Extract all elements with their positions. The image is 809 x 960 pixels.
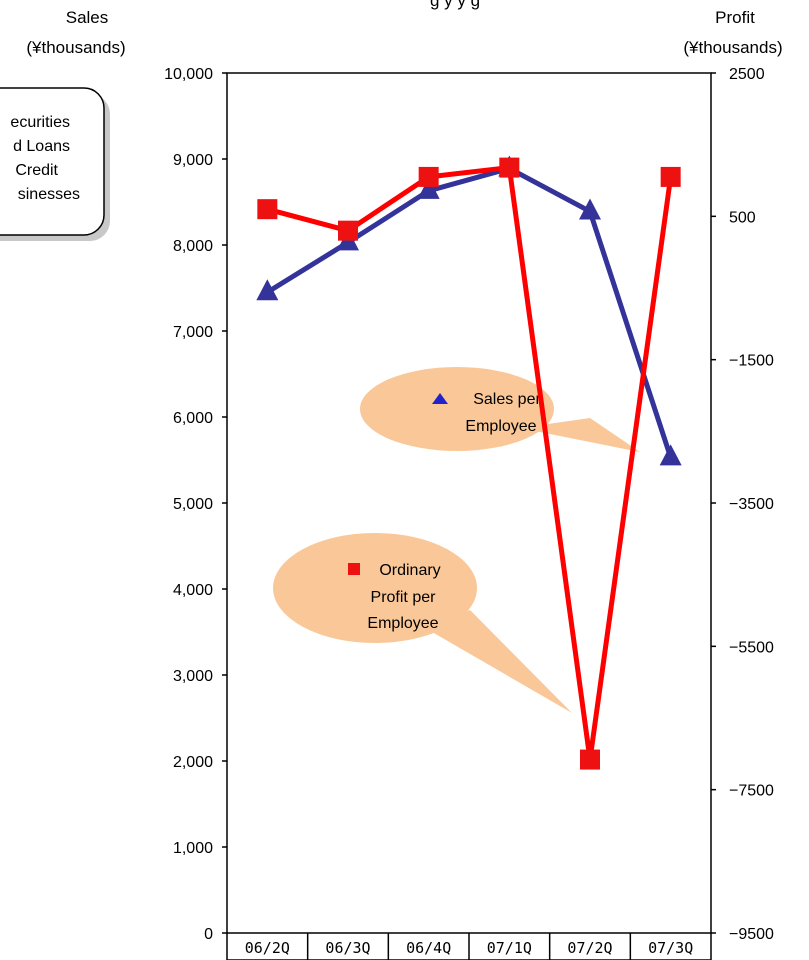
left-tick-label: 7,000 [173, 324, 213, 341]
left-tick-label: 8,000 [173, 238, 213, 255]
right-tick-label: −9500 [729, 926, 774, 943]
profit-point [338, 220, 358, 241]
note-line-3: Credit [15, 162, 58, 179]
square-marker-icon [348, 563, 360, 575]
left-tick-label: 6,000 [173, 410, 213, 427]
left-axis-title-line1: Sales [66, 8, 109, 27]
profit-point [418, 166, 439, 187]
right-tick-label: 2500 [729, 66, 765, 83]
right-axis-title-line1: Profit [715, 8, 755, 27]
sales-point [256, 279, 279, 301]
series-layer [256, 155, 682, 770]
sales-point [579, 198, 601, 220]
x-tick-label: 06/3Q [325, 939, 370, 957]
chart-title-fragment: g y y g [430, 0, 480, 10]
left-tick-label: 0 [204, 926, 213, 943]
profit-point [660, 166, 681, 187]
plot-area-frame [226, 72, 712, 934]
profit-callout-line3: Employee [367, 615, 438, 632]
left-axis: 0 1,000 2,000 3,000 4,000 5,000 6,000 7,000 8,00… [164, 66, 227, 943]
right-tick-label: −5500 [729, 639, 774, 656]
left-tick-label: 5,000 [173, 496, 213, 513]
note-line-1: ecurities [10, 114, 70, 131]
note-line-4: sinesses [18, 186, 80, 203]
left-tick-label: 4,000 [173, 582, 213, 599]
left-tick-label: 1,000 [173, 840, 213, 857]
left-axis-title-line2: (¥thousands) [26, 38, 125, 57]
left-tick-label: 10,000 [164, 66, 213, 83]
sales-callout-line1: Sales per [473, 391, 541, 408]
right-tick-label: −1500 [729, 353, 774, 370]
profit-callout-line2: Profit per [371, 589, 437, 606]
profit-point [257, 199, 278, 220]
sales-callout: Sales per Employee [360, 367, 640, 452]
right-tick-label: −7500 [729, 783, 774, 800]
x-tick-label: 06/2Q [245, 939, 290, 957]
business-segment-note: ecurities d Loans Credit sinesses [0, 87, 110, 241]
sales-point [417, 177, 440, 199]
profit-callout-line1: Ordinary [379, 562, 440, 579]
x-tick-label: 07/3Q [648, 939, 693, 957]
x-tick-label: 06/4Q [406, 939, 451, 957]
left-tick-label: 9,000 [173, 152, 213, 169]
profit-series-line [266, 165, 674, 763]
sales-point [659, 444, 682, 466]
x-tick-label: 07/2Q [567, 939, 612, 957]
right-tick-label: −3500 [729, 496, 774, 513]
profit-point [499, 157, 520, 178]
right-axis: −9500 −7500 −5500 −3500 −1500 500 2500 [711, 66, 774, 943]
profit-callout: Ordinary Profit per Employee [273, 533, 572, 713]
note-line-2: d Loans [13, 138, 70, 155]
right-tick-label: 500 [729, 209, 756, 226]
triangle-marker-icon [432, 393, 448, 404]
profit-point [580, 749, 600, 770]
right-axis-title-line2: (¥thousands) [683, 38, 782, 57]
left-tick-label: 3,000 [173, 668, 213, 685]
x-tick-label: 07/1Q [487, 939, 532, 957]
x-axis: 06/2Q 06/3Q 06/4Q 07/1Q 07/2Q 07/3Q [226, 933, 712, 960]
sales-callout-line2: Employee [465, 418, 536, 435]
sales-series-line [266, 165, 674, 459]
left-tick-label: 2,000 [173, 754, 213, 771]
